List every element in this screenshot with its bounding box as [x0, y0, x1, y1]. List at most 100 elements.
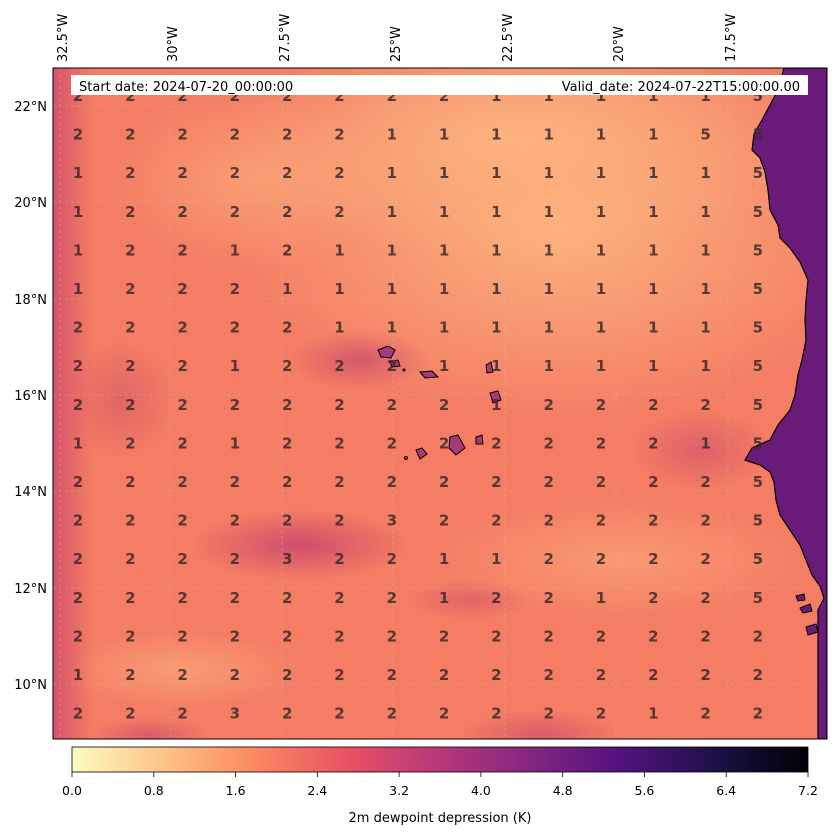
grid-value: 1 — [648, 280, 658, 298]
grid-value: 1 — [543, 164, 553, 182]
map-frame — [52, 67, 828, 740]
grid-value: 2 — [177, 357, 187, 375]
grid-value: 1 — [491, 126, 501, 144]
grid-value: 2 — [125, 705, 135, 723]
grid-value: 2 — [387, 627, 397, 645]
grid-value: 2 — [596, 550, 606, 568]
grid-value: 2 — [334, 434, 344, 452]
grid-value: 1 — [439, 589, 449, 607]
grid-value: 2 — [282, 319, 292, 337]
grid-value: 1 — [700, 357, 710, 375]
grid-value: 1 — [700, 87, 710, 105]
grid-value: 2 — [648, 473, 658, 491]
grid-value: 2 — [230, 126, 240, 144]
grid-value: 1 — [700, 241, 710, 259]
grid-value: 1 — [230, 434, 240, 452]
grid-value: 2 — [700, 550, 710, 568]
grid-value: 2 — [387, 434, 397, 452]
grid-value: 5 — [753, 473, 763, 491]
grid-value: 2 — [125, 241, 135, 259]
grid-value: 2 — [73, 357, 83, 375]
lon-label: 30°W — [166, 26, 181, 62]
grid-value: 1 — [439, 357, 449, 375]
grid-value: 1 — [73, 434, 83, 452]
lat-label: 16°N — [14, 389, 47, 404]
grid-value: 2 — [543, 434, 553, 452]
colorbar-tick-label: 4.8 — [553, 783, 573, 798]
grid-value: 5 — [753, 241, 763, 259]
grid-value: 2 — [439, 512, 449, 530]
dewpoint-value-grid: 2 2 2 2 2 2 2 2 1 1 1 1 1 5 2 2 2 2 2 2 1 1 1 1 1 1 5 5 1 2 2 2 2 2 1 1 1 1 1 1… — [73, 87, 763, 723]
grid-value: 5 — [753, 87, 763, 105]
grid-value: 2 — [334, 396, 344, 414]
lat-label: 20°N — [14, 196, 47, 211]
cape-verde-islands — [377, 345, 502, 460]
grid-value: 1 — [648, 164, 658, 182]
grid-value: 2 — [282, 512, 292, 530]
grid-value: 2 — [543, 589, 553, 607]
grid-value: 1 — [700, 434, 710, 452]
grid-value: 2 — [177, 512, 187, 530]
grid-value: 2 — [439, 87, 449, 105]
grid-value: 2 — [648, 396, 658, 414]
grid-value: 2 — [282, 627, 292, 645]
lon-label: 17.5°W — [724, 14, 739, 62]
grid-value: 2 — [334, 627, 344, 645]
grid-value: 2 — [648, 550, 658, 568]
grid-value: 2 — [596, 434, 606, 452]
grid-value: 2 — [177, 396, 187, 414]
grid-value: 2 — [439, 473, 449, 491]
grid-value: 1 — [596, 589, 606, 607]
grid-value: 5 — [700, 126, 710, 144]
grid-value: 2 — [700, 512, 710, 530]
grid-value: 2 — [177, 164, 187, 182]
grid-value: 1 — [491, 87, 501, 105]
grid-value: 2 — [177, 319, 187, 337]
grid-value: 2 — [282, 705, 292, 723]
grid-value: 2 — [334, 126, 344, 144]
colorbar-ticks — [71, 772, 809, 777]
grid-value: 1 — [648, 87, 658, 105]
colorbar-tick-label: 7.2 — [798, 783, 818, 798]
grid-value: 1 — [596, 164, 606, 182]
grid-value: 1 — [491, 319, 501, 337]
grid-value: 2 — [73, 627, 83, 645]
grid-value: 2 — [230, 164, 240, 182]
grid-value: 2 — [282, 357, 292, 375]
grid-value: 1 — [543, 357, 553, 375]
grid-value: 1 — [491, 550, 501, 568]
grid-value: 2 — [73, 473, 83, 491]
grid-value: 2 — [177, 666, 187, 684]
grid-value: 1 — [387, 280, 397, 298]
grid-value: 5 — [753, 550, 763, 568]
gridlines — [53, 68, 827, 739]
grid-value: 2 — [700, 589, 710, 607]
grid-value: 2 — [387, 87, 397, 105]
lat-label: 12°N — [14, 582, 47, 597]
lat-label: 22°N — [14, 100, 47, 115]
colorbar-title: 2m dewpoint depression (K) — [349, 811, 532, 826]
latitude-labels: 22°N 20°N 18°N 16°N 14°N 12°N 10°N — [14, 100, 47, 693]
grid-value: 5 — [753, 589, 763, 607]
grid-value: 5 — [753, 203, 763, 221]
grid-value: 1 — [700, 203, 710, 221]
grid-value: 2 — [125, 396, 135, 414]
grid-value: 1 — [543, 87, 553, 105]
grid-value: 2 — [648, 589, 658, 607]
grid-value: 5 — [753, 434, 763, 452]
grid-value: 1 — [73, 280, 83, 298]
grid-value: 2 — [334, 473, 344, 491]
grid-value: 1 — [648, 126, 658, 144]
grid-value: 2 — [177, 550, 187, 568]
grid-value: 1 — [230, 241, 240, 259]
grid-value: 2 — [387, 589, 397, 607]
lon-label: 22.5°W — [501, 14, 516, 62]
grid-value: 1 — [334, 280, 344, 298]
lat-label: 14°N — [14, 485, 47, 500]
grid-value: 2 — [125, 164, 135, 182]
grid-value: 1 — [543, 126, 553, 144]
grid-value: 1 — [596, 280, 606, 298]
grid-value: 2 — [543, 473, 553, 491]
grid-value: 1 — [387, 319, 397, 337]
